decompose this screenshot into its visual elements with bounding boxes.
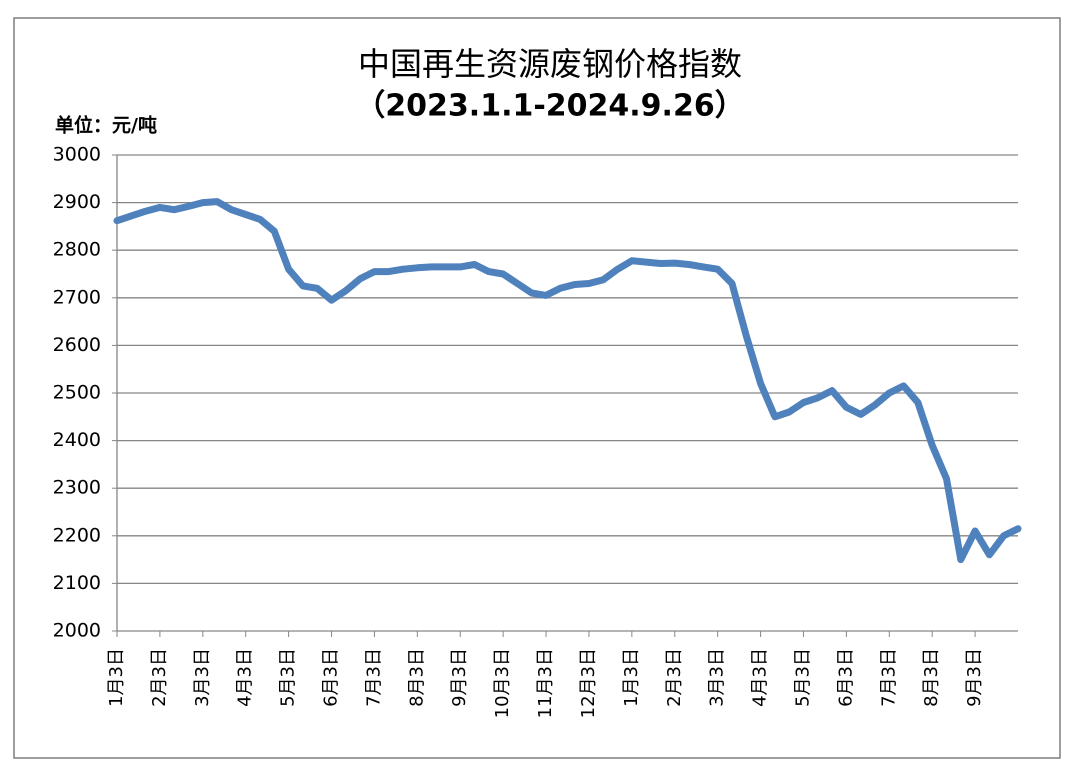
chart-title: 中国再生资源废钢价格指数	[358, 45, 742, 83]
data-line	[113, 198, 1022, 564]
x-tick-label: 3月3日	[192, 648, 213, 707]
y-tick-label: 2200	[53, 524, 101, 546]
x-tick-label: 1月3日	[621, 648, 642, 707]
y-tick-label: 3000	[53, 144, 101, 166]
y-tick-label: 2500	[53, 382, 101, 404]
x-tick-label: 8月3日	[921, 648, 942, 707]
y-tick-label: 2000	[53, 620, 101, 642]
unit-label: 单位：元/吨	[55, 114, 157, 137]
chart-border	[13, 17, 1061, 759]
x-tick-label: 4月3日	[750, 648, 771, 707]
chart-subtitle: （2023.1.1-2024.9.26）	[355, 89, 744, 124]
x-tick-label: 5月3日	[278, 648, 299, 707]
y-tick-label: 2600	[53, 334, 101, 356]
x-tick-label: 9月3日	[449, 648, 470, 707]
y-tick-label: 2900	[53, 191, 101, 213]
y-tick-label: 2800	[53, 239, 101, 261]
x-tick-label: 1月3日	[106, 648, 127, 707]
y-tick-label: 2700	[53, 286, 101, 308]
x-tick-label: 6月3日	[321, 648, 342, 707]
y-tick-label: 2300	[53, 477, 101, 499]
x-tick-label: 7月3日	[878, 648, 899, 707]
y-tick-label: 2100	[53, 572, 101, 594]
x-tick-label: 5月3日	[792, 648, 813, 707]
x-tick-label: 8月3日	[406, 648, 427, 707]
y-tick-label: 2400	[53, 429, 101, 451]
x-tick-label: 2月3日	[149, 648, 170, 707]
x-tick-label: 10月3日	[492, 648, 513, 718]
x-tick-label: 7月3日	[363, 648, 384, 707]
x-tick-label: 12月3日	[578, 648, 599, 718]
x-tick-label: 2月3日	[664, 648, 685, 707]
x-tick-label: 4月3日	[235, 648, 256, 707]
x-tick-label: 9月3日	[964, 648, 985, 707]
x-tick-label: 11月3日	[535, 648, 556, 718]
x-tick-label: 6月3日	[835, 648, 856, 707]
x-tick-label: 3月3日	[707, 648, 728, 707]
